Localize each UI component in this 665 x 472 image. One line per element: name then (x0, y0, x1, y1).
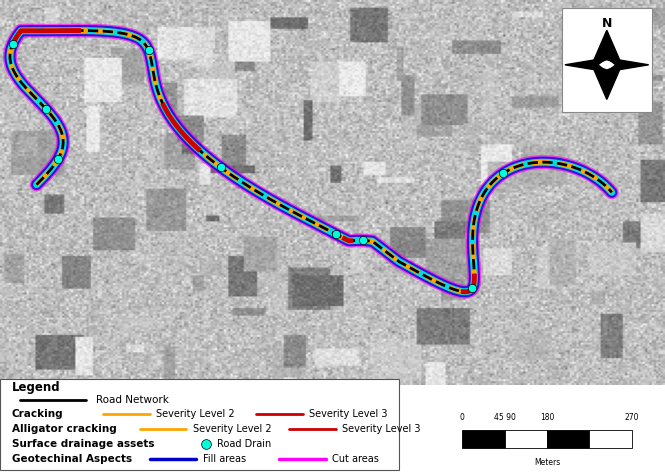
Text: Cracking: Cracking (12, 409, 64, 420)
Text: N: N (602, 17, 612, 30)
Text: Cut areas: Cut areas (332, 454, 379, 464)
Text: Surface drainage assets: Surface drainage assets (12, 438, 154, 449)
Text: Geotechinal Aspects: Geotechinal Aspects (12, 454, 132, 464)
Text: Meters: Meters (534, 458, 560, 467)
Bar (0, 379, 399, 470)
Bar (589, 430, 632, 448)
Text: Road Network: Road Network (96, 395, 170, 405)
Bar (562, 8, 652, 111)
Text: Severity Level 2: Severity Level 2 (156, 409, 235, 420)
Bar (505, 430, 547, 448)
Polygon shape (592, 30, 622, 65)
Text: Road Drain: Road Drain (217, 438, 271, 449)
Polygon shape (592, 65, 622, 100)
Text: Severity Level 3: Severity Level 3 (342, 423, 421, 434)
Bar (547, 430, 589, 448)
Text: Alligator cracking: Alligator cracking (12, 423, 117, 434)
Text: Fill areas: Fill areas (203, 454, 246, 464)
Bar (462, 430, 505, 448)
Polygon shape (565, 58, 607, 72)
Text: Severity Level 3: Severity Level 3 (309, 409, 388, 420)
Text: 0: 0 (460, 413, 465, 422)
Text: Severity Level 2: Severity Level 2 (193, 423, 271, 434)
Polygon shape (607, 58, 649, 72)
Text: 45 90: 45 90 (493, 413, 515, 422)
Text: 270: 270 (624, 413, 639, 422)
Text: 180: 180 (540, 413, 554, 422)
Text: Legend: Legend (12, 380, 61, 394)
